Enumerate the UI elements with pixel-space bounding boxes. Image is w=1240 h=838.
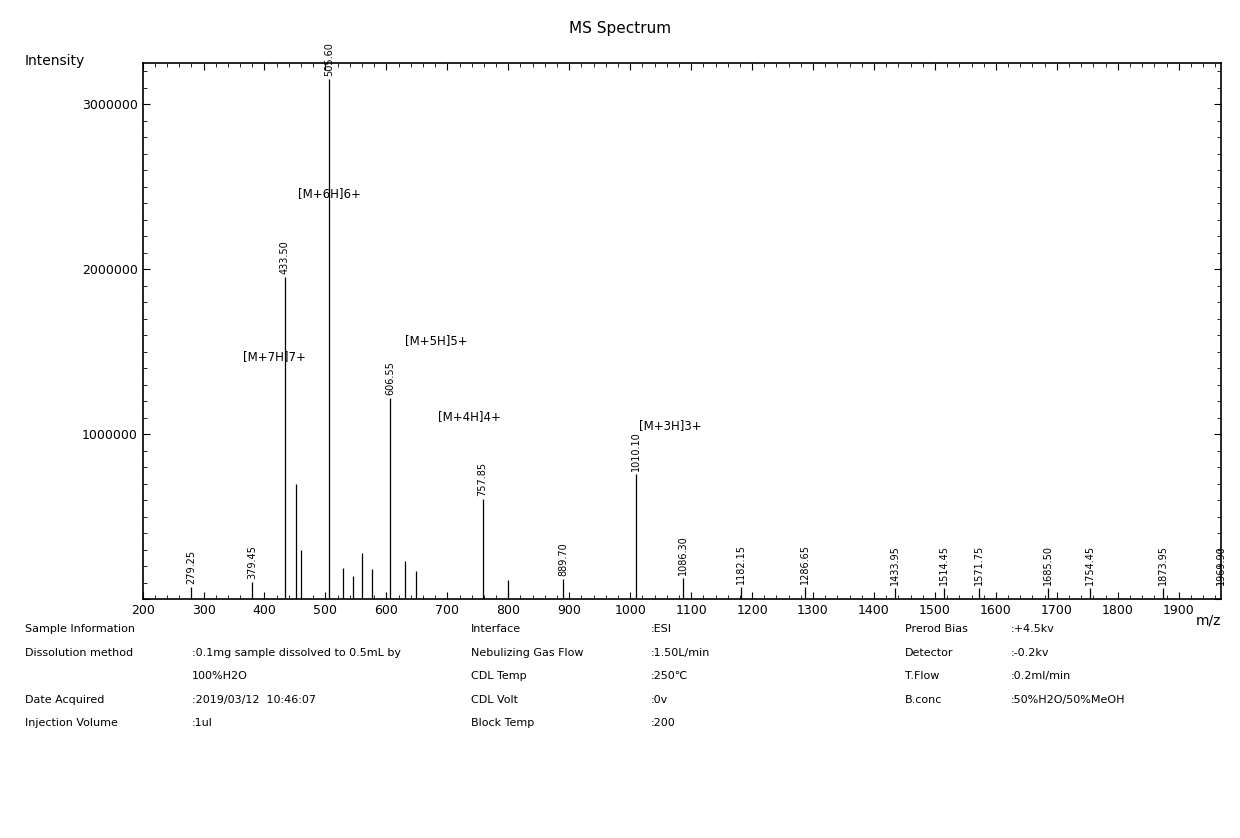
- Text: 606.55: 606.55: [386, 361, 396, 395]
- Text: 1571.75: 1571.75: [973, 546, 983, 586]
- Text: :0v: :0v: [651, 695, 668, 705]
- Text: [M+7H]7+: [M+7H]7+: [243, 350, 306, 363]
- Text: Prerod Bias: Prerod Bias: [905, 624, 968, 634]
- Text: [M+5H]5+: [M+5H]5+: [404, 334, 467, 347]
- Text: CDL Temp: CDL Temp: [471, 671, 527, 681]
- Text: 889.70: 889.70: [558, 542, 568, 576]
- Text: Injection Volume: Injection Volume: [25, 718, 118, 728]
- Text: :200: :200: [651, 718, 676, 728]
- Text: Nebulizing Gas Flow: Nebulizing Gas Flow: [471, 648, 584, 658]
- Text: MS Spectrum: MS Spectrum: [569, 21, 671, 36]
- Text: :2019/03/12  10:46:07: :2019/03/12 10:46:07: [192, 695, 316, 705]
- Text: 1873.95: 1873.95: [1158, 546, 1168, 586]
- Text: :1ul: :1ul: [192, 718, 213, 728]
- Text: :0.2ml/min: :0.2ml/min: [1011, 671, 1071, 681]
- Text: :250℃: :250℃: [651, 671, 688, 681]
- Text: 1685.50: 1685.50: [1043, 546, 1053, 586]
- Text: :0.1mg sample dissolved to 0.5mL by: :0.1mg sample dissolved to 0.5mL by: [192, 648, 402, 658]
- Text: :-0.2kv: :-0.2kv: [1011, 648, 1049, 658]
- Text: 505.60: 505.60: [324, 43, 334, 76]
- Text: m/z: m/z: [1195, 613, 1221, 628]
- Text: Sample Information: Sample Information: [25, 624, 135, 634]
- Text: Detector: Detector: [905, 648, 954, 658]
- Text: 433.50: 433.50: [280, 241, 290, 274]
- Text: Intensity: Intensity: [25, 54, 86, 69]
- Text: [M+6H]6+: [M+6H]6+: [298, 187, 361, 199]
- Text: [M+4H]4+: [M+4H]4+: [438, 410, 501, 422]
- Text: 1754.45: 1754.45: [1085, 546, 1095, 586]
- Text: 379.45: 379.45: [247, 545, 257, 579]
- Text: [M+3H]3+: [M+3H]3+: [640, 420, 702, 432]
- Text: :ESI: :ESI: [651, 624, 672, 634]
- Text: 1286.65: 1286.65: [800, 544, 810, 584]
- Text: B.conc: B.conc: [905, 695, 942, 705]
- Text: :50%H2O/50%MeOH: :50%H2O/50%MeOH: [1011, 695, 1125, 705]
- Text: :+4.5kv: :+4.5kv: [1011, 624, 1054, 634]
- Text: Interface: Interface: [471, 624, 521, 634]
- Text: 1182.15: 1182.15: [737, 544, 746, 584]
- Text: Dissolution method: Dissolution method: [25, 648, 133, 658]
- Text: 100%H2O: 100%H2O: [192, 671, 248, 681]
- Text: :1.50L/min: :1.50L/min: [651, 648, 711, 658]
- Text: 1514.45: 1514.45: [939, 546, 949, 586]
- Text: 1969.90: 1969.90: [1216, 546, 1226, 586]
- Text: 757.85: 757.85: [477, 462, 487, 495]
- Text: 1433.95: 1433.95: [889, 546, 900, 586]
- Text: T.Flow: T.Flow: [905, 671, 940, 681]
- Text: 1086.30: 1086.30: [678, 535, 688, 575]
- Text: 279.25: 279.25: [186, 550, 196, 584]
- Text: CDL Volt: CDL Volt: [471, 695, 518, 705]
- Text: Date Acquired: Date Acquired: [25, 695, 104, 705]
- Text: Block Temp: Block Temp: [471, 718, 534, 728]
- Text: 1010.10: 1010.10: [631, 431, 641, 471]
